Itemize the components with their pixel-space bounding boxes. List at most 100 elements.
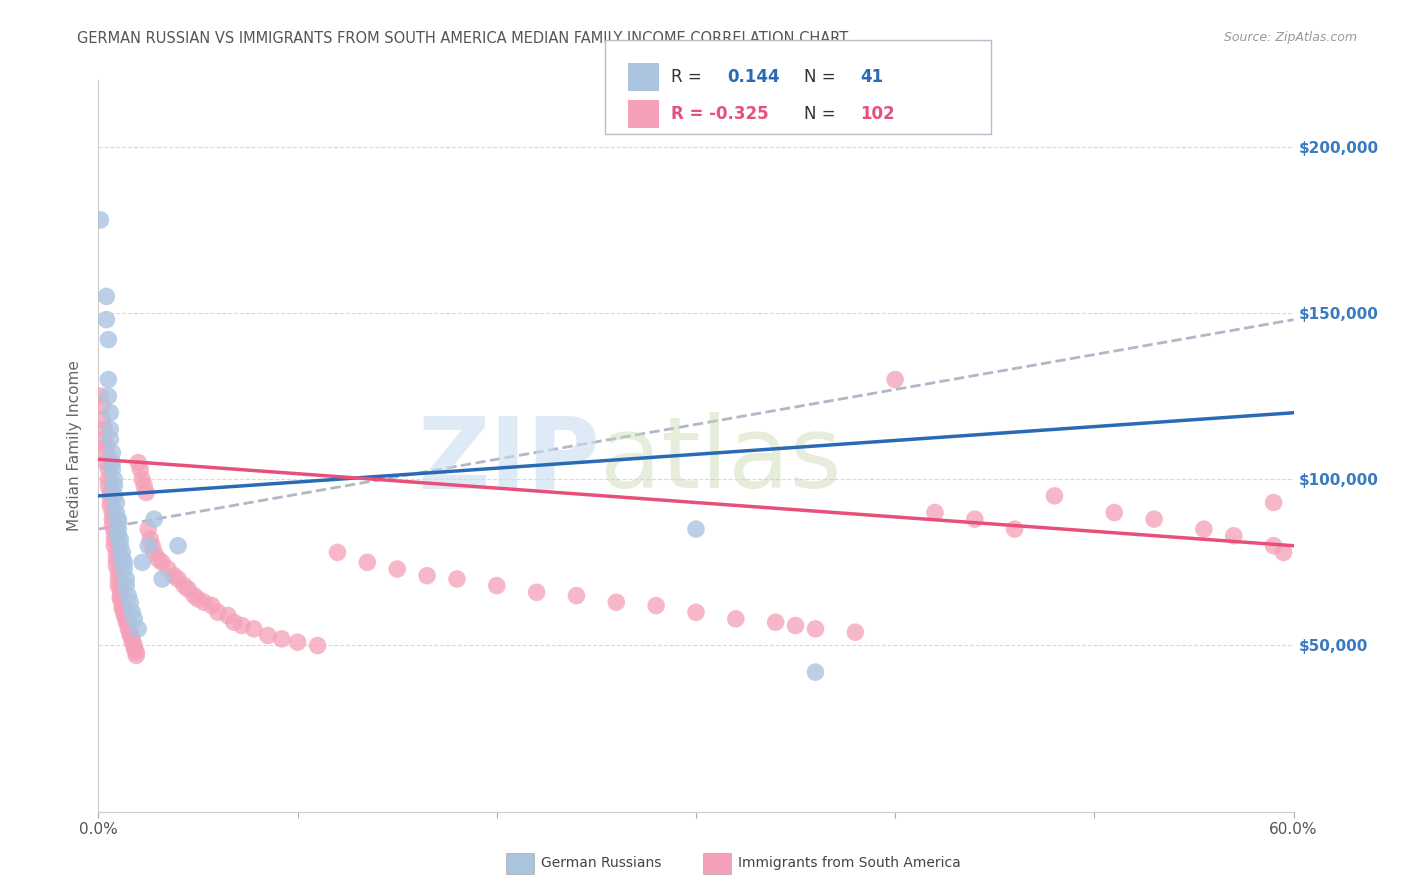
Point xyxy=(101,518,124,533)
Point xyxy=(326,545,349,559)
Point xyxy=(107,512,129,526)
Point xyxy=(1143,512,1166,526)
Point xyxy=(96,289,118,303)
Point xyxy=(97,472,120,486)
Point xyxy=(1192,522,1215,536)
Point xyxy=(96,456,118,470)
Point xyxy=(183,589,205,603)
Point xyxy=(103,539,125,553)
Point xyxy=(110,532,132,546)
Point xyxy=(107,529,129,543)
Point xyxy=(243,622,266,636)
Point xyxy=(107,579,129,593)
Point xyxy=(565,589,588,603)
Point xyxy=(136,539,159,553)
Text: 41: 41 xyxy=(860,68,883,86)
Text: 102: 102 xyxy=(860,105,896,123)
Point xyxy=(107,516,129,530)
Text: N =: N = xyxy=(804,105,835,123)
Point xyxy=(148,552,170,566)
Point xyxy=(103,525,125,540)
Point xyxy=(526,585,548,599)
Text: R = -0.325: R = -0.325 xyxy=(671,105,768,123)
Point xyxy=(127,622,149,636)
Point xyxy=(124,612,146,626)
Point xyxy=(157,562,180,576)
Point xyxy=(270,632,292,646)
Point xyxy=(222,615,245,630)
Point xyxy=(645,599,668,613)
Point xyxy=(141,539,163,553)
Point xyxy=(121,632,143,646)
Point xyxy=(91,412,114,426)
Point xyxy=(193,595,215,609)
Text: ZIP: ZIP xyxy=(418,412,600,509)
Point xyxy=(131,472,153,486)
Point xyxy=(105,552,128,566)
Point xyxy=(135,485,157,500)
Point xyxy=(1263,539,1285,553)
Point xyxy=(785,618,807,632)
Point xyxy=(307,639,329,653)
Point xyxy=(121,605,143,619)
Point xyxy=(98,422,122,436)
Point xyxy=(124,639,146,653)
Point xyxy=(91,399,114,413)
Point xyxy=(115,579,138,593)
Text: Source: ZipAtlas.com: Source: ZipAtlas.com xyxy=(1223,31,1357,45)
Point xyxy=(924,506,946,520)
Point xyxy=(112,555,135,569)
Point xyxy=(111,552,134,566)
Point xyxy=(103,489,125,503)
Point xyxy=(89,213,111,227)
Point xyxy=(107,566,129,580)
Point xyxy=(765,615,787,630)
Text: Immigrants from South America: Immigrants from South America xyxy=(738,856,960,871)
Point xyxy=(125,648,148,663)
Point xyxy=(804,622,827,636)
Point xyxy=(112,605,135,619)
Point xyxy=(98,499,122,513)
Point xyxy=(1263,495,1285,509)
Point xyxy=(96,445,118,459)
Point xyxy=(356,555,378,569)
Point xyxy=(97,462,120,476)
Point xyxy=(107,572,129,586)
Point xyxy=(187,591,209,606)
Point xyxy=(115,615,138,630)
Point xyxy=(97,479,120,493)
Point xyxy=(1223,529,1246,543)
Point xyxy=(97,389,120,403)
Point xyxy=(177,582,200,596)
Point xyxy=(163,568,186,582)
Point xyxy=(416,568,439,582)
Point xyxy=(884,372,907,386)
Point xyxy=(139,532,162,546)
Point xyxy=(111,545,134,559)
Point xyxy=(804,665,827,679)
Y-axis label: Median Family Income: Median Family Income xyxy=(67,360,83,532)
Text: German Russians: German Russians xyxy=(541,856,662,871)
Point xyxy=(201,599,224,613)
Point xyxy=(963,512,986,526)
Point xyxy=(97,333,120,347)
Point xyxy=(143,545,166,559)
Point xyxy=(98,433,122,447)
Point xyxy=(93,433,115,447)
Point xyxy=(117,618,139,632)
Point xyxy=(1104,506,1126,520)
Point xyxy=(101,512,124,526)
Point xyxy=(110,589,132,603)
Point xyxy=(685,522,707,536)
Point xyxy=(173,579,195,593)
Point xyxy=(115,612,138,626)
Point xyxy=(105,545,128,559)
Point xyxy=(129,462,152,476)
Point xyxy=(1043,489,1066,503)
Point xyxy=(1272,545,1295,559)
Text: N =: N = xyxy=(804,68,835,86)
Point xyxy=(120,595,142,609)
Point xyxy=(110,539,132,553)
Point xyxy=(167,539,190,553)
Point xyxy=(115,572,138,586)
